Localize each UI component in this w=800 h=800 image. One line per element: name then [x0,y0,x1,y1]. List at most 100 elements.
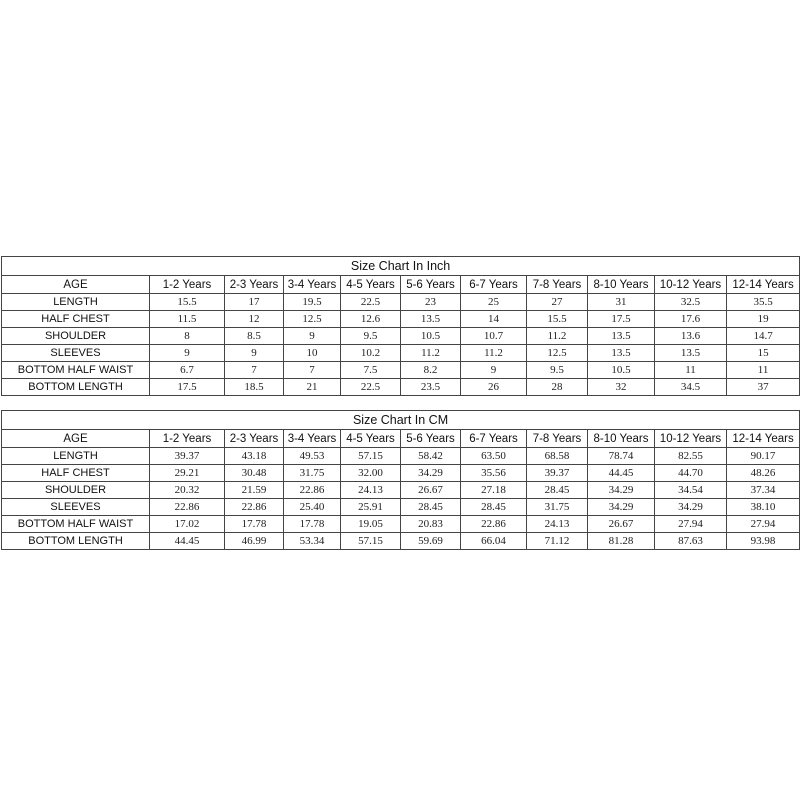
table-cell: 71.12 [526,532,588,550]
table-cell: 57.15 [340,532,401,550]
table-cell: 34.29 [400,464,461,482]
table-cell: 26.67 [400,481,461,499]
column-header: 1-2 Years [149,429,225,448]
column-header: 5-6 Years [400,429,461,448]
table-cell: 29.21 [149,464,225,482]
header-label: AGE [1,275,150,294]
table-cell: 9 [149,344,225,362]
table-cell: 14 [460,310,527,328]
table-cell: 18.5 [224,378,284,396]
table-row: LENGTH 39.37 43.18 49.53 57.15 58.42 63.50 68.5… [1,447,800,465]
table-cell: 28.45 [460,498,527,516]
table-cell: 24.13 [340,481,401,499]
table-cell: 17.6 [654,310,727,328]
row-label: LENGTH [1,447,150,465]
table-cell: 39.37 [526,464,588,482]
table-cell: 34.5 [654,378,727,396]
column-header: 3-4 Years [283,429,341,448]
table-cell: 11.5 [149,310,225,328]
table-cell: 19 [725,310,800,328]
table-title: Size Chart In Inch [0,256,800,276]
table-cell: 10.2 [340,344,401,362]
table-cell: 17.78 [224,515,284,533]
column-header: 4-5 Years [340,275,401,294]
table-row: HALF CHEST 11.5 12 12.5 12.6 13.5 14 15.5 17.5 17… [1,310,800,328]
table-cell: 59.69 [400,532,461,550]
table-cell: 6.7 [149,361,225,379]
table-cell: 90.17 [725,447,800,465]
table-cell: 22.86 [460,515,527,533]
table-cell: 34.54 [654,481,727,499]
table-cell: 27.18 [460,481,527,499]
header-row: AGE 1-2 Years 2-3 Years 3-4 Years 4-5 Years 5… [1,429,800,448]
size-chart-inch-table: Size Chart In Inch AGE 1-2 Years 2-3 Years 3… [0,256,800,396]
table-cell: 34.29 [654,498,727,516]
table-cell: 10.5 [400,327,461,345]
table-row: BOTTOM LENGTH 44.45 46.99 53.34 57.15 59.69 66… [1,532,800,550]
table-cell: 27 [526,293,588,311]
table-cell: 32.5 [654,293,727,311]
table-cell: 28.45 [400,498,461,516]
table-cell: 10.7 [460,327,527,345]
table-cell: 10 [283,344,341,362]
table-cell: 66.04 [460,532,527,550]
table-cell: 25.91 [340,498,401,516]
table-cell: 81.28 [587,532,655,550]
table-cell: 27.94 [654,515,727,533]
column-header: 8-10 Years [587,429,655,448]
table-cell: 9 [460,361,527,379]
table-cell: 11.2 [460,344,527,362]
table-cell: 23 [400,293,461,311]
table-row: BOTTOM HALF WAIST 17.02 17.78 17.78 19.05 20.… [1,515,800,533]
table-cell: 11 [654,361,727,379]
row-label: BOTTOM HALF WAIST [1,515,150,533]
table-cell: 22.86 [283,481,341,499]
header-row: AGE 1-2 Years 2-3 Years 3-4 Years 4-5 Years 5… [1,275,800,294]
table-cell: 22.86 [149,498,225,516]
table-cell: 38.10 [725,498,800,516]
table-cell: 9.5 [340,327,401,345]
column-header: 8-10 Years [587,275,655,294]
column-header: 3-4 Years [283,275,341,294]
table-cell: 22.5 [340,293,401,311]
column-header: 2-3 Years [224,275,284,294]
table-cell: 17 [224,293,284,311]
table-cell: 8.2 [400,361,461,379]
row-label: LENGTH [1,293,150,311]
column-header: 6-7 Years [460,275,527,294]
table-cell: 48.26 [725,464,800,482]
column-header: 2-3 Years [224,429,284,448]
table-cell: 21 [283,378,341,396]
table-row: BOTTOM LENGTH 17.5 18.5 21 22.5 23.5 26 28 32 34.… [1,378,800,396]
table-cell: 20.83 [400,515,461,533]
table-cell: 58.42 [400,447,461,465]
table-cell: 63.50 [460,447,527,465]
table-cell: 44.45 [587,464,655,482]
table-cell: 7 [224,361,284,379]
table-cell: 7.5 [340,361,401,379]
table-row: HALF CHEST 29.21 30.48 31.75 32.00 34.29 35.56… [1,464,800,482]
column-header: 1-2 Years [149,275,225,294]
table-cell: 37.34 [725,481,800,499]
column-header: 7-8 Years [526,429,588,448]
table-cell: 68.58 [526,447,588,465]
table-cell: 8.5 [224,327,284,345]
table-cell: 12.5 [283,310,341,328]
table-row: SLEEVES 22.86 22.86 25.40 25.91 28.45 28.45 31.… [1,498,800,516]
table-cell: 32 [587,378,655,396]
table-cell: 78.74 [587,447,655,465]
table-cell: 26 [460,378,527,396]
table-cell: 30.48 [224,464,284,482]
row-label: SHOULDER [1,481,150,499]
table-cell: 13.6 [654,327,727,345]
table-cell: 17.5 [149,378,225,396]
table-cell: 9 [224,344,284,362]
row-label: HALF CHEST [1,310,150,328]
header-label: AGE [1,429,150,448]
table-cell: 34.29 [587,481,655,499]
table-cell: 35.5 [725,293,800,311]
table-cell: 17.78 [283,515,341,533]
table-cell: 49.53 [283,447,341,465]
table-cell: 57.15 [340,447,401,465]
table-cell: 37 [725,378,800,396]
